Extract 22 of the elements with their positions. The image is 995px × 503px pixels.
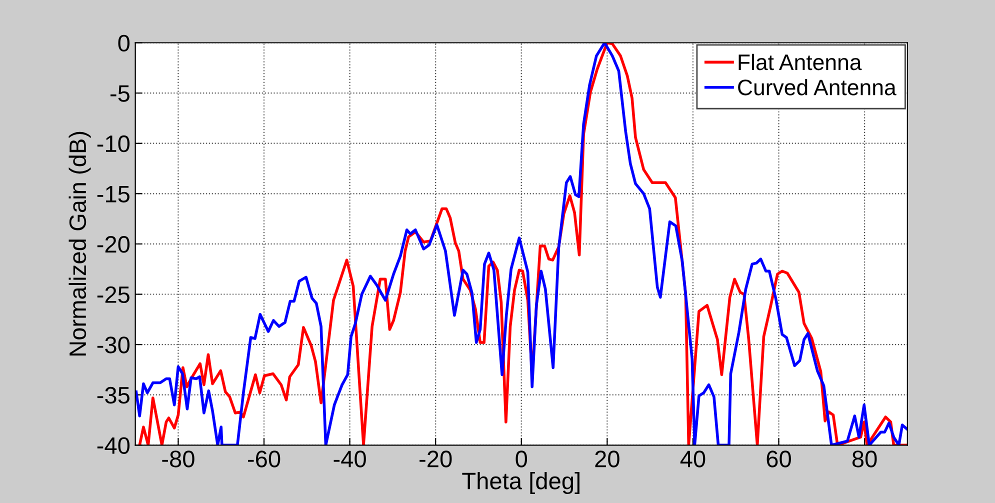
- y-tick-label: -40: [97, 437, 130, 454]
- x-tick-label: -60: [248, 450, 280, 468]
- x-tick-label: 80: [852, 450, 877, 468]
- y-tick-label: -10: [97, 135, 130, 152]
- x-axis-title: Theta [deg]: [462, 472, 580, 494]
- y-tick-label: -25: [97, 286, 130, 304]
- x-tick-label: 20: [595, 450, 620, 468]
- y-tick-label: -15: [97, 186, 130, 202]
- y-tick-label: -5: [110, 85, 130, 102]
- x-tick-label: 0: [516, 450, 528, 468]
- legend-label: Flat Antenna: [738, 54, 862, 70]
- x-tick-label: 40: [680, 450, 706, 468]
- y-tick-label: -30: [97, 336, 130, 354]
- x-tick-label: -20: [420, 450, 452, 468]
- y-tick-label: 0: [118, 34, 130, 52]
- y-tick-label: -20: [97, 236, 130, 253]
- x-tick-label: -40: [334, 450, 366, 468]
- y-axis-title: Normalized Gain (dB): [68, 132, 91, 356]
- y-tick-label: -35: [97, 386, 130, 404]
- legend-label: Curved Antenna: [738, 79, 896, 96]
- x-tick-label: -80: [162, 450, 194, 468]
- x-tick-label: 60: [766, 450, 791, 468]
